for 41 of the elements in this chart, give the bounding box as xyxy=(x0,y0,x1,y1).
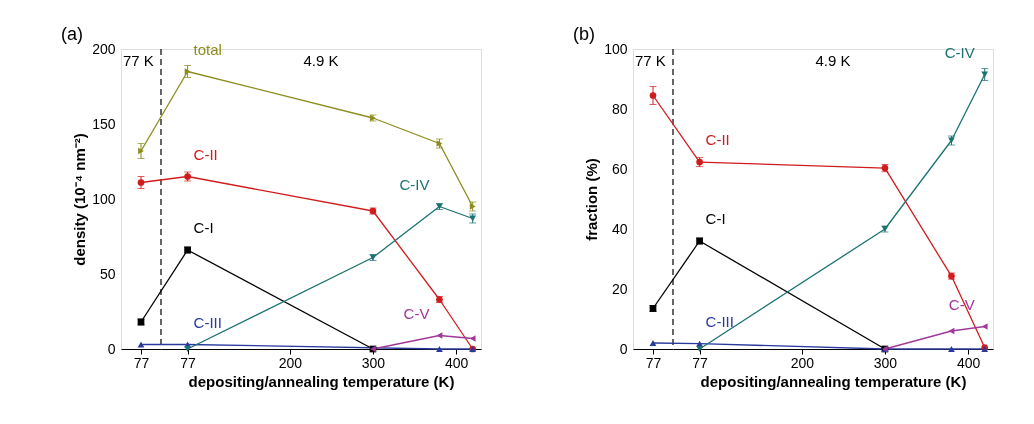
x-tick-label: 300 xyxy=(873,354,898,371)
x-tick-label: 200 xyxy=(278,354,303,371)
y-tick-label: 0 xyxy=(619,340,628,357)
x-tick-label: 77 xyxy=(692,354,709,371)
series-label: C-II xyxy=(193,145,218,163)
x-tick-label: 200 xyxy=(790,354,815,371)
series-label: C-V xyxy=(403,304,430,322)
y-tick-label: 100 xyxy=(92,190,116,207)
annotation: 4.9 K xyxy=(815,52,851,69)
y-tick-label: 50 xyxy=(99,265,116,282)
y-tick-label: 80 xyxy=(611,100,628,117)
y-axis-title: density (10⁻⁴ nm⁻²) xyxy=(71,133,89,266)
y-tick-label: 40 xyxy=(611,220,628,237)
x-tick-label: 77 xyxy=(133,354,150,371)
y-tick-label: 20 xyxy=(611,280,628,297)
y-tick-label: 200 xyxy=(92,40,116,57)
series-label: total xyxy=(193,40,222,58)
x-tick-label: 300 xyxy=(361,354,386,371)
series-label: C-II xyxy=(705,131,730,149)
series-label: C-IV xyxy=(944,43,975,61)
y-tick-label: 100 xyxy=(604,40,628,57)
series-label: C-IV xyxy=(399,175,430,193)
y-tick-label: 60 xyxy=(611,160,628,177)
text: (b) xyxy=(573,24,595,44)
x-tick-label: 77 xyxy=(180,354,197,371)
text: (a) xyxy=(61,24,83,44)
series-label: C-I xyxy=(193,219,214,236)
y-tick-label: 150 xyxy=(92,115,116,132)
annotation: 4.9 K xyxy=(303,52,339,69)
x-tick-label: 400 xyxy=(444,354,469,371)
x-axis-title: depositing/annealing temperature (K) xyxy=(700,372,967,390)
x-tick-label: 77 xyxy=(645,354,662,371)
x-tick-label: 400 xyxy=(956,354,981,371)
annotation: 77 K xyxy=(635,52,666,69)
annotation: 77 K xyxy=(123,52,154,69)
x-axis-title: depositing/annealing temperature (K) xyxy=(188,372,455,390)
y-tick-label: 0 xyxy=(107,340,116,357)
series-label: C-III xyxy=(705,312,734,330)
y-axis-title: fraction (%) xyxy=(583,158,601,241)
series-label: C-I xyxy=(705,210,726,227)
series-label: C-III xyxy=(193,313,222,331)
